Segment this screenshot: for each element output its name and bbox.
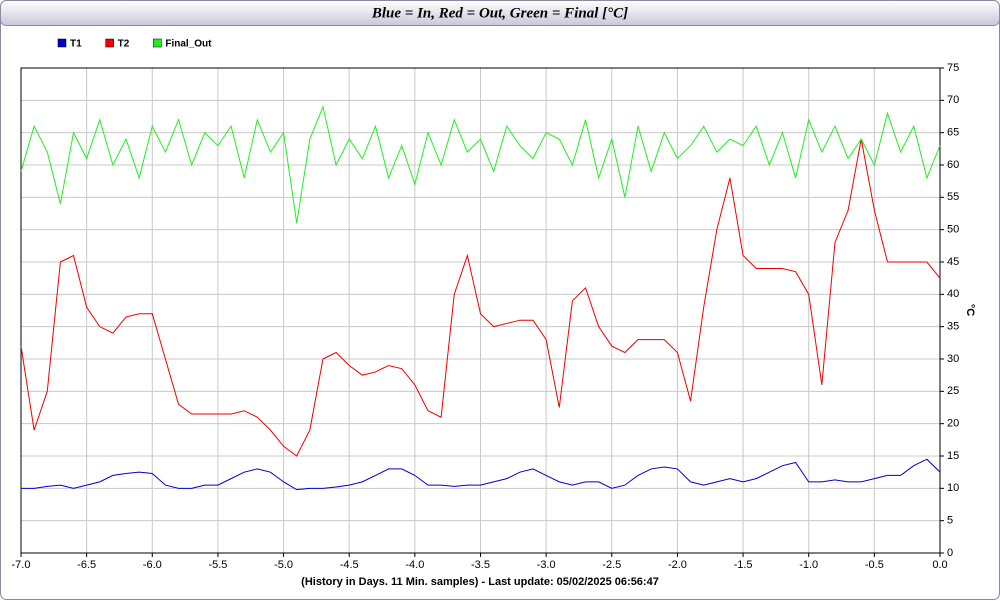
y-tick-label: 30: [947, 353, 959, 365]
y-tick-label: 25: [947, 385, 959, 397]
x-tick-label: -1.5: [734, 559, 753, 571]
y-tick-label: 40: [947, 288, 959, 300]
x-tick-label: -5.5: [208, 559, 227, 571]
legend-label: Final_Out: [165, 39, 212, 50]
x-tick-label: -4.0: [405, 559, 424, 571]
y-tick-label: 55: [947, 191, 959, 203]
y-axis-label: °C: [964, 304, 976, 316]
y-tick-label: 60: [947, 159, 959, 171]
x-tick-label: -1.0: [799, 559, 818, 571]
x-tick-label: -2.0: [668, 559, 687, 571]
x-tick-label: -3.5: [471, 559, 490, 571]
chart-title: Blue = In, Red = Out, Green = Final [°C]: [371, 5, 628, 21]
y-tick-label: 15: [947, 450, 959, 462]
x-tick-label: -2.5: [602, 559, 621, 571]
x-tick-label: -5.0: [274, 559, 293, 571]
x-tick-label: -0.5: [865, 559, 884, 571]
y-tick-label: 65: [947, 127, 959, 139]
legend-swatch: [153, 38, 162, 48]
x-tick-label: -3.0: [537, 559, 556, 571]
y-tick-label: 20: [947, 418, 959, 430]
legend-swatch: [105, 38, 114, 48]
y-tick-label: 10: [947, 482, 959, 494]
x-axis-label: (History in Days. 11 Min. samples) - Las…: [301, 576, 659, 588]
y-tick-label: 0: [947, 547, 953, 559]
x-tick-label: -6.5: [77, 559, 96, 571]
legend-label: T1: [70, 39, 82, 50]
legend-swatch: [57, 38, 67, 48]
legend-label: T2: [118, 39, 130, 50]
y-tick-label: 5: [947, 515, 953, 527]
y-tick-label: 75: [947, 62, 959, 74]
x-tick-label: -6.0: [143, 559, 162, 571]
x-tick-label: 0.0: [932, 559, 947, 571]
x-tick-label: -4.5: [340, 559, 359, 571]
y-tick-label: 45: [947, 256, 959, 268]
series-line: [20, 105, 941, 224]
y-tick-label: 70: [947, 94, 959, 106]
y-tick-label: 50: [947, 224, 959, 236]
x-tick-label: -7.0: [12, 559, 31, 571]
y-tick-label: 35: [947, 321, 959, 333]
series-line: [20, 139, 941, 457]
plot-border: [20, 67, 941, 554]
series-line: [21, 458, 941, 491]
